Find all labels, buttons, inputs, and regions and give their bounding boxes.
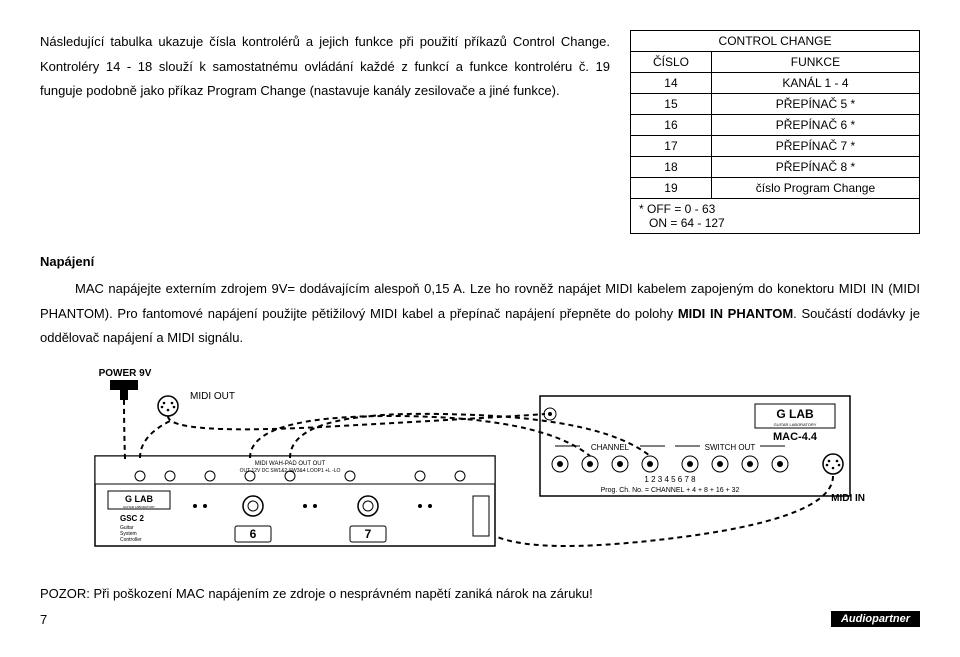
col-header-function: FUNKCE [711,52,919,73]
table-cell: číslo Program Change [711,178,919,199]
wiring-diagram: POWER 9V MIDI OUT G LAB GUITAR LABORATOR… [40,366,870,566]
svg-text:Controller: Controller [120,537,142,543]
power-paragraph: MAC napájejte externím zdrojem 9V= dodáv… [40,277,920,351]
svg-text:SWITCH OUT: SWITCH OUT [705,443,756,452]
svg-text:Prog. Ch. No. = CHANNEL + 4: Prog. Ch. No. = CHANNEL + 4 + 8 + 16 + 3… [601,487,740,494]
table-cell: PŘEPÍNAČ 7 * [711,136,919,157]
table-cell: 16 [631,115,712,136]
svg-text:GSC 2: GSC 2 [120,514,145,523]
section-heading: Napájení [40,254,920,269]
svg-text:MIDI WAH-PAD OUT OUT: MIDI WAH-PAD OUT OUT [255,461,326,467]
svg-text:6: 6 [250,527,257,541]
svg-text:MIDI IN: MIDI IN [831,493,865,504]
table-footnote: * OFF = 0 - 63 ON = 64 - 127 [631,199,920,234]
table-cell: KANÁL 1 - 4 [711,73,919,94]
svg-text:GUITAR LABORATORY: GUITAR LABORATORY [774,422,817,427]
control-change-table: CONTROL CHANGE ČÍSLO FUNKCE 14KANÁL 1 - … [630,30,920,234]
warning-text: POZOR: Při poškození MAC napájením ze zd… [40,586,920,601]
svg-text:POWER 9V: POWER 9V [99,368,152,379]
svg-text:MAC-4.4: MAC-4.4 [773,431,818,443]
page-number: 7 [40,612,47,627]
svg-text:CHANNEL: CHANNEL [591,443,630,452]
intro-paragraph: Následující tabulka ukazuje čísla kontro… [40,30,610,234]
col-header-number: ČÍSLO [631,52,712,73]
table-title: CONTROL CHANGE [631,31,920,52]
svg-text:G LAB: G LAB [776,407,814,421]
svg-text:1 2 3 4 5 6 7 8: 1 2 3 4 5 6 7 8 [644,475,696,484]
svg-text:MIDI OUT: MIDI OUT [190,391,235,402]
table-cell: 15 [631,94,712,115]
table-cell: 19 [631,178,712,199]
table-cell: 14 [631,73,712,94]
table-cell: PŘEPÍNAČ 8 * [711,157,919,178]
table-cell: PŘEPÍNAČ 6 * [711,115,919,136]
svg-text:G LAB: G LAB [125,494,153,504]
table-cell: PŘEPÍNAČ 5 * [711,94,919,115]
table-cell: 18 [631,157,712,178]
svg-text:7: 7 [365,527,372,541]
table-cell: 17 [631,136,712,157]
audiopartner-logo: Audiopartner [831,611,920,627]
svg-text:GUITAR LABORATORY: GUITAR LABORATORY [123,505,155,509]
